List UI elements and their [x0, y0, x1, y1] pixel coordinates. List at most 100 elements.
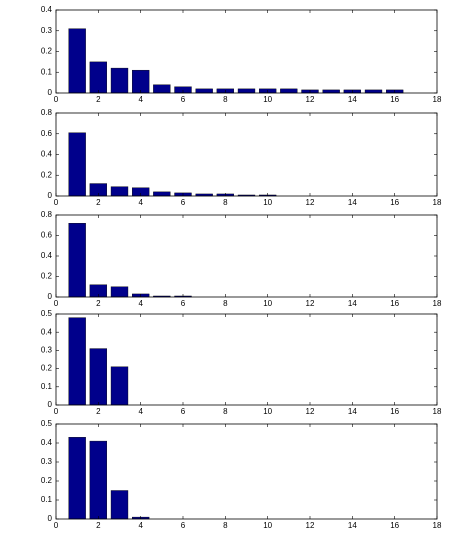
x-tick-label: 10 — [263, 198, 272, 207]
x-tick-label: 10 — [263, 95, 272, 104]
x-tick-label: 0 — [54, 407, 59, 416]
bar — [68, 437, 86, 520]
bar — [364, 89, 383, 94]
y-tick-label: 0.3 — [41, 346, 53, 355]
y-tick-label: 0.2 — [41, 364, 53, 373]
x-tick-label: 18 — [433, 521, 442, 530]
x-tick-label: 6 — [181, 407, 186, 416]
x-tick-label: 10 — [263, 407, 272, 416]
y-tick-label: 0.5 — [41, 309, 53, 318]
x-tick-label: 8 — [223, 299, 228, 308]
y-tick-label: 0.1 — [41, 495, 53, 504]
bar — [68, 222, 86, 298]
x-tick-label: 14 — [348, 95, 357, 104]
x-tick-label: 8 — [223, 95, 228, 104]
x-tick-label: 0 — [54, 521, 59, 530]
x-tick-label: 18 — [433, 407, 442, 416]
bar — [153, 191, 171, 197]
bar — [131, 69, 150, 94]
bar — [89, 348, 108, 406]
x-tick-label: 6 — [181, 299, 186, 308]
x-tick-label: 8 — [223, 521, 228, 530]
axes-frame — [55, 214, 438, 298]
bar — [110, 67, 129, 94]
y-tick-label: 0.8 — [41, 108, 53, 117]
y-tick-label: 0.4 — [41, 438, 53, 447]
y-tick-label: 0.4 — [41, 5, 53, 14]
axes-frame — [55, 423, 438, 520]
x-tick-label: 16 — [390, 521, 399, 530]
x-tick-label: 12 — [306, 299, 315, 308]
x-tick-label: 6 — [181, 521, 186, 530]
y-tick-label: 0.3 — [41, 26, 53, 35]
y-tick-label: 0 — [48, 400, 53, 409]
x-tick-label: 12 — [306, 521, 315, 530]
x-tick-label: 16 — [390, 198, 399, 207]
y-tick-label: 0.2 — [41, 170, 53, 179]
y-tick-label: 0 — [48, 88, 53, 97]
bar — [110, 366, 129, 406]
x-tick-label: 12 — [306, 407, 315, 416]
x-tick-label: 4 — [138, 95, 143, 104]
x-tick-label: 14 — [348, 407, 357, 416]
axes-frame — [55, 313, 438, 406]
y-tick-label: 0 — [48, 514, 53, 523]
x-tick-label: 10 — [263, 521, 272, 530]
y-tick-label: 0 — [48, 292, 53, 301]
y-tick-label: 0.1 — [41, 382, 53, 391]
x-tick-label: 6 — [181, 198, 186, 207]
x-tick-label: 18 — [433, 95, 442, 104]
x-tick-label: 2 — [96, 299, 101, 308]
x-tick-label: 2 — [96, 407, 101, 416]
x-tick-label: 0 — [54, 95, 59, 104]
y-tick-label: 0.5 — [41, 419, 53, 428]
y-tick-label: 0 — [48, 191, 53, 200]
bar — [153, 84, 171, 94]
bar — [322, 89, 340, 94]
x-tick-label: 14 — [348, 521, 357, 530]
bar — [110, 490, 129, 520]
bar — [89, 440, 108, 520]
y-tick-label: 0.4 — [41, 251, 53, 260]
y-tick-label: 0.2 — [41, 476, 53, 485]
y-tick-label: 0.8 — [41, 210, 53, 219]
x-tick-label: 16 — [390, 95, 399, 104]
y-tick-label: 0.3 — [41, 457, 53, 466]
bar — [68, 132, 86, 197]
y-tick-label: 0.2 — [41, 47, 53, 56]
x-tick-label: 14 — [348, 299, 357, 308]
x-tick-label: 16 — [390, 407, 399, 416]
y-tick-label: 0.2 — [41, 272, 53, 281]
bar — [110, 186, 129, 197]
x-tick-label: 14 — [348, 198, 357, 207]
x-tick-label: 12 — [306, 198, 315, 207]
y-tick-label: 0.6 — [41, 129, 53, 138]
y-tick-label: 0.4 — [41, 150, 53, 159]
bar — [280, 88, 298, 94]
x-tick-label: 4 — [138, 521, 143, 530]
x-tick-label: 16 — [390, 299, 399, 308]
x-tick-label: 2 — [96, 198, 101, 207]
x-tick-label: 12 — [306, 95, 315, 104]
y-tick-label: 0.4 — [41, 327, 53, 336]
x-tick-label: 8 — [223, 407, 228, 416]
x-tick-label: 0 — [54, 299, 59, 308]
x-tick-label: 18 — [433, 299, 442, 308]
bar — [68, 28, 86, 94]
y-tick-label: 0.6 — [41, 231, 53, 240]
x-tick-label: 4 — [138, 407, 143, 416]
bar — [89, 61, 108, 94]
y-tick-label: 0.1 — [41, 67, 53, 76]
bar — [110, 286, 129, 298]
bar — [68, 317, 86, 406]
bar — [237, 88, 256, 94]
x-tick-label: 4 — [138, 198, 143, 207]
x-tick-label: 4 — [138, 299, 143, 308]
x-tick-label: 2 — [96, 521, 101, 530]
x-tick-label: 0 — [54, 198, 59, 207]
axes-frame — [55, 112, 438, 197]
x-tick-label: 6 — [181, 95, 186, 104]
bar — [195, 88, 213, 94]
x-tick-label: 18 — [433, 198, 442, 207]
